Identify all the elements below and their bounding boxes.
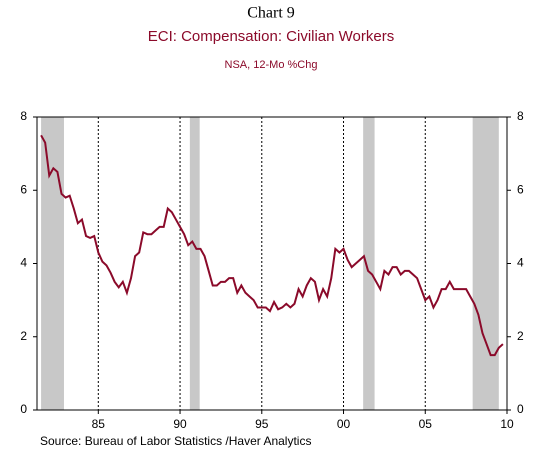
x-tick-label: 95 [255, 417, 269, 431]
y2-tick-label: 8 [517, 109, 524, 123]
x-tick-label: 05 [419, 417, 433, 431]
x-tick-label: 00 [337, 417, 351, 431]
x-tick-label: 85 [92, 417, 106, 431]
chart-label: Chart 9 [247, 5, 295, 22]
y-tick-label: 2 [20, 329, 27, 343]
recession-shade [41, 117, 64, 410]
y-tick-label: 4 [20, 256, 27, 270]
recession-shade [363, 117, 375, 410]
recession-shade [472, 117, 499, 410]
y2-tick-label: 4 [517, 256, 524, 270]
plot-frame [36, 116, 508, 411]
x-tick-label: 90 [173, 417, 187, 431]
x-tick-label: 10 [500, 417, 514, 431]
data-line [40, 134, 504, 357]
y2-tick-label: 6 [517, 182, 524, 196]
y-tick-label: 8 [20, 109, 27, 123]
y-tick-label: 0 [20, 402, 27, 416]
y2-tick-label: 0 [517, 402, 524, 416]
recession-shade [189, 117, 200, 410]
source-note: Source: Bureau of Labor Statistics /Have… [40, 434, 311, 448]
y2-tick-label: 2 [517, 329, 524, 343]
chart-subtitle: NSA, 12-Mo %Chg [225, 59, 318, 71]
y-tick-label: 6 [20, 182, 27, 196]
chart-title: ECI: Compensation: Civilian Workers [148, 28, 394, 45]
